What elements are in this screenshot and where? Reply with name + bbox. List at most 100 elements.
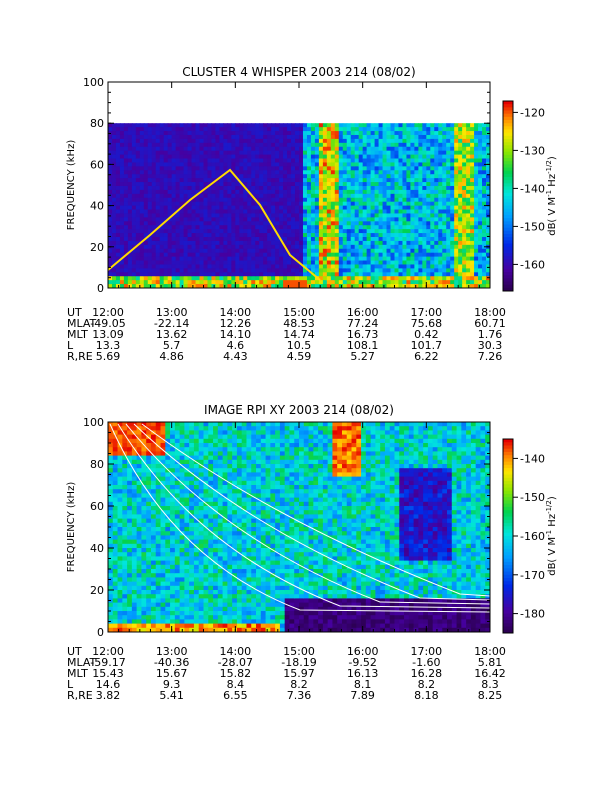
spectrogram-heatmap bbox=[108, 123, 491, 288]
colorbar-swatch bbox=[503, 491, 513, 495]
colorbar-swatch bbox=[503, 278, 513, 282]
y-tick-label: 60 bbox=[90, 158, 104, 171]
y-tick-label: 60 bbox=[90, 500, 104, 513]
colorbar-swatch bbox=[503, 161, 513, 165]
colorbar-swatch bbox=[503, 120, 513, 124]
colorbar-tick-label: -130 bbox=[520, 144, 545, 157]
colorbar-swatch bbox=[503, 507, 513, 511]
panel-2: IMAGE RPI XY 2003 214 (08/02)02040608010… bbox=[66, 403, 558, 702]
colorbar-swatch bbox=[503, 130, 513, 134]
colorbar-swatch bbox=[503, 123, 513, 127]
colorbar-swatch bbox=[503, 259, 513, 263]
colorbar-swatch bbox=[503, 149, 513, 153]
ephemeris-value: 8.25 bbox=[478, 689, 503, 702]
colorbar-swatch bbox=[503, 225, 513, 229]
colorbar-swatch bbox=[503, 439, 513, 443]
colorbar-label-part: -1/2 bbox=[545, 500, 553, 514]
colorbar-swatch bbox=[503, 234, 513, 238]
colorbar-swatch bbox=[503, 597, 513, 601]
colorbar-swatch bbox=[503, 218, 513, 222]
ephemeris-value: 6.55 bbox=[223, 689, 248, 702]
colorbar-swatch bbox=[503, 517, 513, 521]
colorbar-swatch bbox=[503, 111, 513, 115]
colorbar-swatch bbox=[503, 530, 513, 534]
colorbar-swatch bbox=[503, 565, 513, 569]
colorbar-swatch bbox=[503, 145, 513, 149]
spectrogram-heatmap bbox=[108, 422, 491, 633]
ephemeris-value: 5.27 bbox=[350, 350, 375, 363]
y-tick-label: 40 bbox=[90, 542, 104, 555]
ephemeris-row-label: R,RE bbox=[67, 350, 93, 363]
colorbar-tick-label: -150 bbox=[520, 491, 545, 504]
colorbar-swatch bbox=[503, 266, 513, 270]
colorbar-swatch bbox=[503, 126, 513, 130]
y-tick-label: 100 bbox=[83, 416, 104, 429]
colorbar-swatch bbox=[503, 513, 513, 517]
colorbar-tick-label: -120 bbox=[520, 106, 545, 119]
colorbar-swatch bbox=[503, 193, 513, 197]
colorbar-swatch bbox=[503, 585, 513, 589]
colorbar: -140 -150 -160 -170 -180 dB( V M-1 Hz-1/2) bbox=[503, 439, 558, 634]
colorbar-swatch bbox=[503, 572, 513, 576]
ephemeris-value: 7.26 bbox=[478, 350, 503, 363]
colorbar-label-part: ) bbox=[547, 496, 558, 500]
colorbar-swatch bbox=[503, 282, 513, 286]
colorbar-swatch bbox=[503, 180, 513, 184]
colorbar-swatch bbox=[503, 237, 513, 241]
panel-1: CLUSTER 4 WHISPER 2003 214 (08/02)020406… bbox=[66, 65, 558, 363]
colorbar-tick-label: -160 bbox=[520, 530, 545, 543]
colorbar-tick-label: -180 bbox=[520, 608, 545, 621]
y-tick-label: 20 bbox=[90, 584, 104, 597]
colorbar-swatch bbox=[503, 481, 513, 485]
ephemeris-value: 7.89 bbox=[350, 689, 375, 702]
colorbar-swatch bbox=[503, 206, 513, 210]
colorbar-swatch bbox=[503, 142, 513, 146]
colorbar-swatch bbox=[503, 136, 513, 140]
colorbar-swatch bbox=[503, 164, 513, 168]
chart-title: CLUSTER 4 WHISPER 2003 214 (08/02) bbox=[182, 65, 415, 79]
y-axis-label: FREQUENCY (kHz) bbox=[66, 140, 77, 231]
colorbar-swatch bbox=[503, 171, 513, 175]
colorbar-swatch bbox=[503, 187, 513, 191]
colorbar-swatch bbox=[503, 253, 513, 257]
colorbar-label: dB( V M-1 Hz-1/2) bbox=[545, 496, 558, 576]
colorbar-swatch bbox=[503, 158, 513, 162]
colorbar-tick-label: -170 bbox=[520, 569, 545, 582]
colorbar-tick-label: -140 bbox=[520, 182, 545, 195]
colorbar-swatch bbox=[503, 285, 513, 289]
colorbar-swatch bbox=[503, 101, 513, 105]
colorbar-swatch bbox=[503, 240, 513, 244]
colorbar-swatch bbox=[503, 504, 513, 508]
colorbar-swatch bbox=[503, 247, 513, 251]
colorbar-swatch bbox=[503, 256, 513, 260]
colorbar-swatch bbox=[503, 168, 513, 172]
colorbar-swatch bbox=[503, 475, 513, 479]
ephemeris-value: 6.22 bbox=[414, 350, 439, 363]
colorbar-swatch bbox=[503, 465, 513, 469]
colorbar-swatch bbox=[503, 177, 513, 181]
colorbar-swatch bbox=[503, 104, 513, 108]
colorbar-swatch bbox=[503, 536, 513, 540]
chart-title: IMAGE RPI XY 2003 214 (08/02) bbox=[204, 403, 394, 417]
y-axis-label: FREQUENCY (kHz) bbox=[66, 482, 77, 573]
colorbar-swatch bbox=[503, 539, 513, 543]
y-tick-label: 80 bbox=[90, 458, 104, 471]
colorbar-tick-label: -150 bbox=[520, 220, 545, 233]
colorbar-tick-label: -140 bbox=[520, 452, 545, 465]
colorbar-swatch bbox=[503, 523, 513, 527]
colorbar-swatch bbox=[503, 174, 513, 178]
colorbar-label-part: Hz bbox=[547, 174, 558, 190]
colorbar-swatch bbox=[503, 549, 513, 553]
colorbar-label-part: dB( V M bbox=[547, 197, 558, 236]
colorbar-swatch bbox=[503, 462, 513, 466]
colorbar-swatch bbox=[503, 458, 513, 462]
colorbar-swatch bbox=[503, 552, 513, 556]
colorbar-swatch bbox=[503, 526, 513, 530]
colorbar-swatch bbox=[503, 601, 513, 605]
colorbar-label-part: Hz bbox=[547, 514, 558, 530]
colorbar-swatch bbox=[503, 562, 513, 566]
colorbar-swatch bbox=[503, 244, 513, 248]
